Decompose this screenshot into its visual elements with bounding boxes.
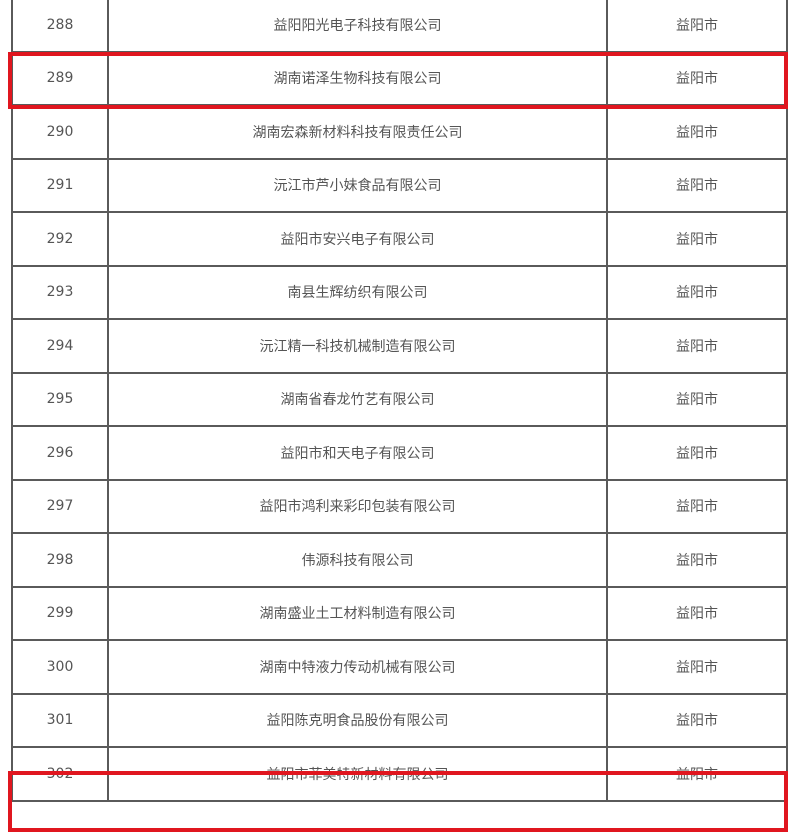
row-number: 296 [11,425,109,481]
company-name: 益阳市菲美特新材料有限公司 [107,746,608,802]
table-row: 292 益阳市安兴电子有限公司 益阳市 [11,211,788,267]
company-name: 沅江市芦小妹食品有限公司 [107,157,608,213]
city: 益阳市 [606,318,788,374]
city: 益阳市 [606,639,788,695]
table-row: 293 南县生辉纺织有限公司 益阳市 [11,264,788,320]
row-number: 292 [11,211,109,267]
row-number: 299 [11,585,109,641]
city: 益阳市 [606,0,788,53]
row-number: 288 [11,0,109,53]
city: 益阳市 [606,371,788,427]
city: 益阳市 [606,532,788,588]
city: 益阳市 [606,746,788,802]
table-row: 299 湖南盛业土工材料制造有限公司 益阳市 [11,585,788,641]
company-name: 益阳市和天电子有限公司 [107,425,608,481]
city: 益阳市 [606,425,788,481]
row-number: 291 [11,157,109,213]
row-number: 301 [11,692,109,748]
city: 益阳市 [606,264,788,320]
row-number: 300 [11,639,109,695]
company-name: 湖南省春龙竹艺有限公司 [107,371,608,427]
table-row: 296 益阳市和天电子有限公司 益阳市 [11,425,788,481]
table-row: 300 湖南中特液力传动机械有限公司 益阳市 [11,639,788,695]
table-row: 301 益阳陈克明食品股份有限公司 益阳市 [11,692,788,748]
table-row: 295 湖南省春龙竹艺有限公司 益阳市 [11,371,788,427]
table-row: 298 伟源科技有限公司 益阳市 [11,532,788,588]
city: 益阳市 [606,157,788,213]
company-name: 湖南诺泽生物科技有限公司 [107,50,608,106]
row-number: 298 [11,532,109,588]
company-name: 益阳陈克明食品股份有限公司 [107,692,608,748]
company-name: 益阳阳光电子科技有限公司 [107,0,608,53]
table-row: 289 湖南诺泽生物科技有限公司 益阳市 [11,50,788,106]
table-row: 291 沅江市芦小妹食品有限公司 益阳市 [11,157,788,213]
table-row: 297 益阳市鸿利来彩印包装有限公司 益阳市 [11,478,788,534]
company-name: 湖南盛业土工材料制造有限公司 [107,585,608,641]
city: 益阳市 [606,585,788,641]
row-number: 297 [11,478,109,534]
table-row: 288 益阳阳光电子科技有限公司 益阳市 [11,0,788,53]
company-name: 湖南宏森新材料科技有限责任公司 [107,104,608,160]
company-name: 南县生辉纺织有限公司 [107,264,608,320]
company-name: 伟源科技有限公司 [107,532,608,588]
row-number: 295 [11,371,109,427]
row-number: 289 [11,50,109,106]
company-name: 益阳市鸿利来彩印包装有限公司 [107,478,608,534]
row-number: 302 [11,746,109,802]
company-table: 288 益阳阳光电子科技有限公司 益阳市 289 湖南诺泽生物科技有限公司 益阳市 290 湖… [11,0,788,802]
table-row: 294 沅江精一科技机械制造有限公司 益阳市 [11,318,788,374]
row-number: 294 [11,318,109,374]
city: 益阳市 [606,211,788,267]
row-number: 290 [11,104,109,160]
company-name: 湖南中特液力传动机械有限公司 [107,639,608,695]
table-row: 290 湖南宏森新材料科技有限责任公司 益阳市 [11,104,788,160]
city: 益阳市 [606,692,788,748]
city: 益阳市 [606,104,788,160]
row-number: 293 [11,264,109,320]
company-name: 益阳市安兴电子有限公司 [107,211,608,267]
table-row: 302 益阳市菲美特新材料有限公司 益阳市 [11,746,788,802]
city: 益阳市 [606,478,788,534]
city: 益阳市 [606,50,788,106]
company-name: 沅江精一科技机械制造有限公司 [107,318,608,374]
